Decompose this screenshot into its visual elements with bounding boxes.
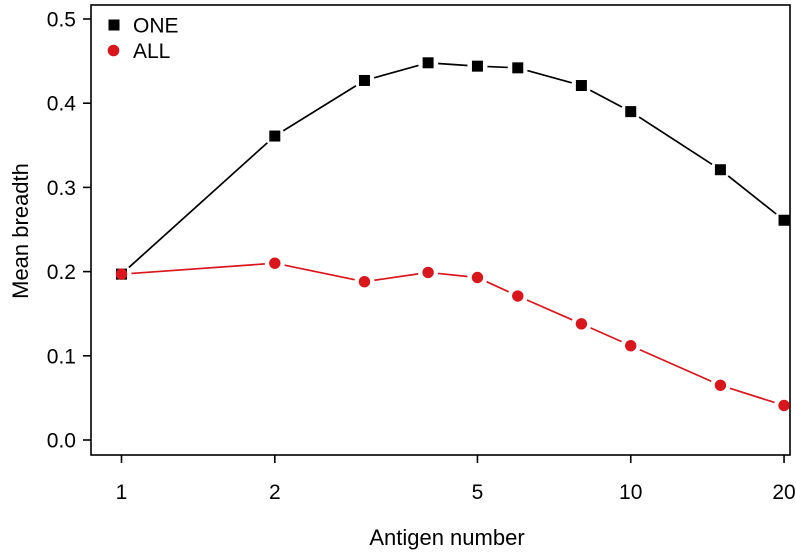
series-one-line-segment: [589, 89, 623, 108]
series-all-marker: [512, 290, 524, 302]
series-all-marker: [471, 271, 484, 284]
x-axis-title: Antigen number: [369, 525, 524, 550]
series-one-marker: [625, 106, 637, 118]
series-all-line-segment: [437, 272, 468, 278]
series-all-marker: [625, 339, 637, 352]
y-axis-title: Mean breadth: [8, 163, 33, 299]
series-one-line-segment: [373, 64, 419, 79]
series-one-marker: [358, 74, 370, 86]
legend-marker-all-circle: [107, 44, 120, 57]
y-tick-label: 0.1: [47, 345, 76, 368]
series-one-marker: [422, 57, 434, 69]
series-all-marker: [269, 257, 281, 269]
series-one-line-segment: [527, 69, 572, 84]
series-one-line-segment: [727, 175, 777, 215]
y-tick-label: 0.4: [47, 93, 77, 116]
plot-box: [90, 4, 791, 456]
legend-label-one: ONE: [133, 15, 179, 38]
x-tick-label: 1: [116, 481, 128, 504]
x-tick-label: 10: [619, 481, 642, 504]
series-one-marker: [512, 62, 524, 74]
series-one-line-segment: [638, 116, 713, 165]
series-all-line-segment: [639, 348, 712, 383]
series-all-line-segment: [486, 280, 510, 293]
series-all-marker: [714, 379, 727, 391]
y-axis: 0.0 0.1 0.2 0.3 0.4 0.5: [47, 9, 91, 453]
series-all-line-segment: [374, 273, 419, 282]
x-tick-label: 2: [269, 481, 281, 504]
series-one-marker: [778, 214, 790, 226]
series-one-marker: [471, 60, 483, 72]
series-layer: [115, 57, 790, 412]
series-all-marker: [778, 399, 790, 412]
series-all-marker: [358, 276, 371, 288]
y-tick-label: 0.2: [47, 261, 76, 284]
series-one-line-segment: [487, 65, 508, 69]
legend-label-all: ALL: [133, 40, 170, 63]
series-one-marker: [269, 130, 281, 142]
series-one-line-segment: [282, 85, 357, 132]
series-all-line-segment: [590, 327, 622, 343]
x-tick-label: 5: [472, 481, 484, 504]
x-tick-label: 20: [772, 481, 795, 504]
series-all-marker: [575, 318, 588, 330]
series-all-marker: [115, 268, 128, 280]
series-all-line-segment: [284, 264, 355, 281]
series-all-line-segment: [131, 263, 265, 275]
y-tick-label: 0.3: [47, 177, 76, 200]
series-one-line-segment: [438, 62, 468, 67]
x-axis: 1 2 5 10 20: [116, 455, 796, 504]
legend-marker-one-square: [108, 19, 120, 31]
series-all-line-segment: [526, 299, 573, 321]
series-all-marker: [422, 266, 434, 279]
y-tick-label: 0.5: [47, 9, 76, 32]
series-all-line-segment: [729, 387, 775, 404]
series-one-marker: [575, 80, 587, 92]
legend: ONE ALL: [107, 15, 179, 63]
series-one-marker: [714, 164, 726, 176]
series-one-line-segment: [128, 142, 268, 269]
y-tick-label: 0.0: [47, 430, 76, 453]
